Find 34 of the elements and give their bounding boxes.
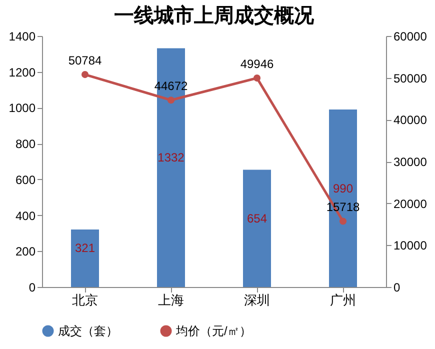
y-tick-label: 0 [28,280,36,294]
chart-title: 一线城市上周成交概况 [114,4,315,27]
point [339,218,347,225]
y2-tick-label: 30000 [394,155,428,169]
y2-tick-label: 20000 [394,196,428,211]
x-tick-label: 深圳 [244,292,270,308]
data-label: 49946 [240,57,274,72]
data-label: 50784 [68,54,102,68]
x-tick-label: 广州 [330,292,356,308]
y2-tick-label: 40000 [394,113,428,128]
y-tick-label: 600 [15,172,36,187]
y-tick-label: 1000 [8,101,36,116]
x-tick-label: 北京 [72,292,98,308]
y-tick-label: 1200 [8,65,36,80]
y2-tick-label: 60000 [394,30,428,44]
y-tick-label: 1400 [8,30,36,44]
point [167,96,175,104]
x-tick-label: 上海 [158,292,184,308]
data-label: 321 [74,241,96,256]
legend-label: 均价（元/㎡） [175,324,252,338]
y2-tick-label: 50000 [394,71,428,86]
data-label: 1332 [158,150,185,165]
y2-tick-label: 0 [394,280,400,294]
y2-tick-label: 10000 [394,238,428,253]
bar [71,229,99,287]
data-label: 990 [332,181,354,196]
bar [243,170,271,287]
y-tick-label: 800 [15,137,36,152]
data-label: 654 [246,211,268,226]
point [81,71,89,78]
y-tick-label: 200 [15,244,36,259]
point [253,74,261,82]
legend-label: 成交（套） [58,324,118,338]
y-tick-label: 400 [15,208,36,223]
